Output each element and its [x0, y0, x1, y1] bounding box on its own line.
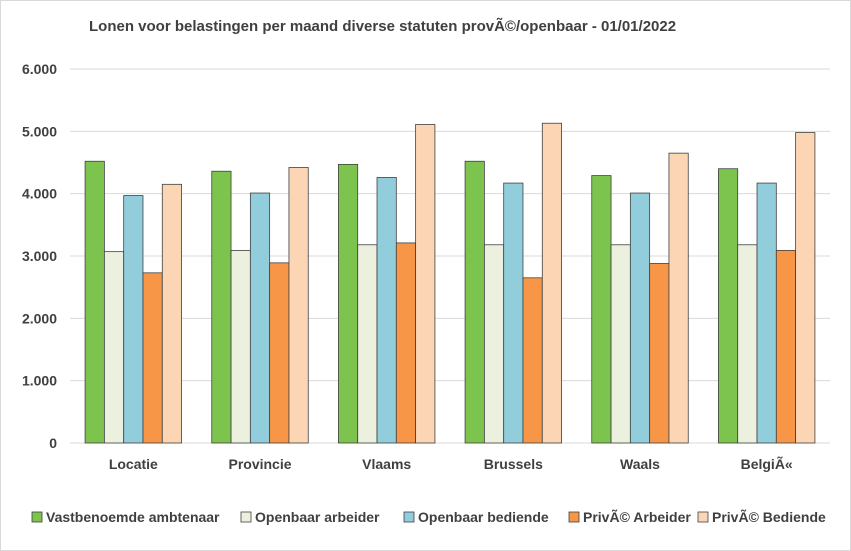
bar	[161, 183, 182, 444]
y-tick-label: 5.000	[22, 123, 57, 139]
y-axis-ticks: 0 1.000 2.000 3.000 4.000 5.000 6.000	[22, 61, 57, 451]
legend-swatch	[31, 511, 43, 523]
x-tick-label: Vlaams	[362, 456, 411, 472]
bar	[230, 249, 251, 444]
bar	[503, 182, 524, 444]
bar	[591, 175, 612, 444]
bar	[357, 244, 378, 444]
bar	[483, 244, 505, 444]
x-tick-label: BelgiÃ«	[741, 455, 793, 472]
x-tick-label: Waals	[620, 456, 660, 472]
x-axis-ticks: Locatie Provincie Vlaams Brussels Waals Belgi…	[109, 455, 793, 472]
y-tick-label: 4.000	[22, 186, 57, 202]
bar	[395, 242, 417, 444]
bar	[103, 251, 125, 444]
y-tick-label: 6.000	[22, 61, 57, 77]
bars	[84, 122, 816, 444]
bar	[522, 277, 543, 444]
legend-swatch	[568, 511, 580, 523]
legend-swatch	[697, 511, 709, 523]
legend-label: Vastbenoemde ambtenaar	[46, 509, 220, 525]
legend-label: Openbaar arbeider	[255, 509, 380, 525]
bar	[142, 272, 163, 444]
legend-swatch	[403, 511, 415, 523]
bar	[123, 195, 144, 444]
bar	[211, 170, 232, 444]
legend-label: Openbaar bediende	[418, 509, 549, 525]
x-tick-label: Locatie	[109, 456, 158, 472]
bar	[775, 249, 797, 444]
chart-title: Lonen voor belastingen per maand diverse…	[89, 17, 676, 35]
bar	[84, 160, 105, 444]
x-tick-label: Brussels	[484, 456, 543, 472]
bar	[795, 132, 816, 444]
bar	[288, 167, 309, 444]
y-tick-label: 3.000	[22, 248, 57, 264]
bar	[338, 163, 359, 444]
y-tick-label: 1.000	[22, 373, 57, 389]
y-tick-label: 0	[49, 435, 57, 451]
bar	[376, 177, 397, 444]
bar	[541, 122, 562, 444]
bar	[718, 168, 739, 444]
bar	[668, 152, 689, 444]
bar	[629, 192, 651, 444]
legend-label: PrivÃ© Arbeider	[583, 508, 691, 525]
legend-label: PrivÃ© Bediende	[712, 508, 826, 525]
bar	[249, 192, 271, 444]
bar	[610, 244, 631, 444]
bar	[649, 263, 670, 444]
gridlines	[70, 68, 830, 444]
bar	[269, 262, 290, 444]
bar	[737, 244, 758, 444]
x-tick-label: Provincie	[228, 456, 291, 472]
legend-swatch	[240, 511, 252, 523]
y-tick-label: 2.000	[22, 310, 57, 326]
bar	[756, 182, 777, 444]
bar	[464, 160, 485, 444]
legend: Vastbenoemde ambtenaar Openbaar arbeider O…	[31, 508, 826, 525]
bar	[415, 124, 436, 444]
